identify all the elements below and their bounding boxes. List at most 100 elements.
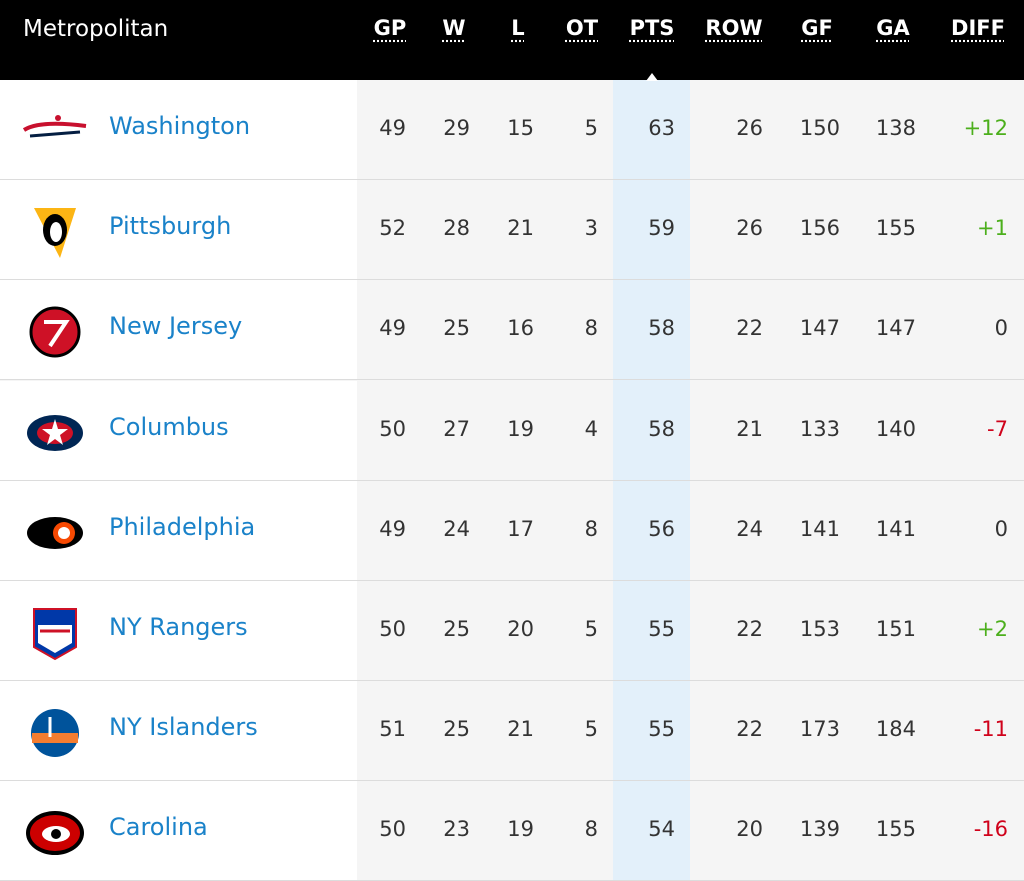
stat-value: 8 [584,516,598,541]
stat-value: -11 [973,717,1008,742]
team-name[interactable]: Carolina [109,813,208,842]
stat-value: 59 [648,216,675,241]
team-row: Pittsburgh 52 28 21 3 59 26 156 155 +1 [0,180,1024,281]
stat-value: 138 [875,116,916,140]
team-logo [20,503,90,567]
stat-value: 50 [379,817,406,842]
stat-value: +2 [977,617,1008,641]
stat-value: 55 [648,617,675,641]
stat-value: 25 [443,316,470,341]
stat-value: 17 [507,516,534,541]
stat-value: 19 [507,817,534,842]
team-row: NY Islanders 51 25 21 5 55 22 173 184 -11 [0,681,1024,782]
stat-value: 20 [507,617,534,641]
stat-value: 49 [379,116,406,140]
column-header[interactable]: ROW [705,16,763,40]
stat-value: 15 [507,116,534,140]
stat-value: 8 [584,817,598,842]
stat-value: 4 [584,416,598,441]
column-header[interactable]: GP [373,16,407,40]
team-row: Washington 49 29 15 5 63 26 150 138 +12 [0,80,1024,180]
stat-value: 155 [875,216,916,241]
team-name[interactable]: Columbus [109,412,229,441]
team-logo [20,703,90,767]
stat-value: 24 [736,516,763,541]
stat-value: 22 [736,617,763,641]
stat-value: 28 [443,216,470,241]
stat-value: 156 [799,216,840,241]
stat-value: 25 [443,617,470,641]
stat-value: 141 [875,516,916,541]
stat-value: 50 [379,617,406,641]
team-logo [20,302,90,366]
stat-value: 27 [443,416,470,441]
stat-value: 5 [584,717,598,742]
stat-value: 19 [507,416,534,441]
team-name[interactable]: Washington [109,112,251,140]
stat-value: 22 [736,717,763,742]
stat-value: 141 [799,516,840,541]
team-name[interactable]: New Jersey [109,312,243,341]
column-header[interactable]: PTS [629,16,675,40]
team-row: New Jersey 49 25 16 8 58 22 147 147 0 [0,280,1024,381]
team-name[interactable]: NY Islanders [109,713,258,742]
stat-value: 54 [648,817,675,842]
stat-value: 147 [799,316,840,341]
team-logo [20,403,90,467]
stat-value: 0 [994,516,1008,541]
stat-value: 133 [799,416,840,441]
sort-indicator [646,73,658,81]
stat-value: 3 [584,216,598,241]
stat-value: 147 [875,316,916,341]
stat-value: 26 [736,116,763,140]
stat-value: 21 [507,216,534,241]
stat-value: 55 [648,717,675,742]
stat-value: 155 [875,817,916,842]
team-logo [20,603,90,667]
stat-value: 153 [799,617,840,641]
stat-value: 21 [736,416,763,441]
column-header[interactable]: OT [565,16,599,40]
column-header[interactable]: DIFF [951,16,1005,40]
team-name[interactable]: Pittsburgh [109,212,232,241]
team-name[interactable]: Philadelphia [109,512,256,541]
team-cell [0,80,357,179]
stat-value: 26 [736,216,763,241]
stat-value: 140 [875,416,916,441]
stat-value: 58 [648,416,675,441]
stat-value: 58 [648,316,675,341]
stat-value: 52 [379,216,406,241]
column-header[interactable]: GA [876,16,910,40]
stat-value: 5 [584,116,598,140]
team-row: Columbus 50 27 19 4 58 21 133 140 -7 [0,380,1024,481]
column-header[interactable]: GF [801,16,833,40]
stat-value: +1 [977,216,1008,241]
stat-value: 29 [443,116,470,140]
stat-value: 49 [379,316,406,341]
stat-value: 184 [875,717,916,742]
stat-value: 0 [994,316,1008,341]
stat-value: 5 [584,617,598,641]
stat-value: 63 [648,116,675,140]
stat-value: 51 [379,717,406,742]
column-header[interactable]: L [511,16,525,40]
team-row: Philadelphia 49 24 17 8 56 24 141 141 0 [0,480,1024,581]
stat-value: 25 [443,717,470,742]
stat-value: 139 [799,817,840,842]
team-logo [20,102,90,156]
stat-value: 23 [443,817,470,842]
stat-value: -7 [987,416,1008,441]
division-title: Metropolitan [23,16,169,42]
stat-value: 56 [648,516,675,541]
team-name[interactable]: NY Rangers [109,613,248,641]
stat-value: 22 [736,316,763,341]
stat-value: 151 [875,617,916,641]
stat-value: 50 [379,416,406,441]
stat-value: 21 [507,717,534,742]
stat-value: 173 [799,717,840,742]
team-row: NY Rangers 50 25 20 5 55 22 153 151 +2 [0,581,1024,681]
stat-value: 20 [736,817,763,842]
column-header[interactable]: W [442,16,466,40]
stat-value: -16 [973,817,1008,842]
